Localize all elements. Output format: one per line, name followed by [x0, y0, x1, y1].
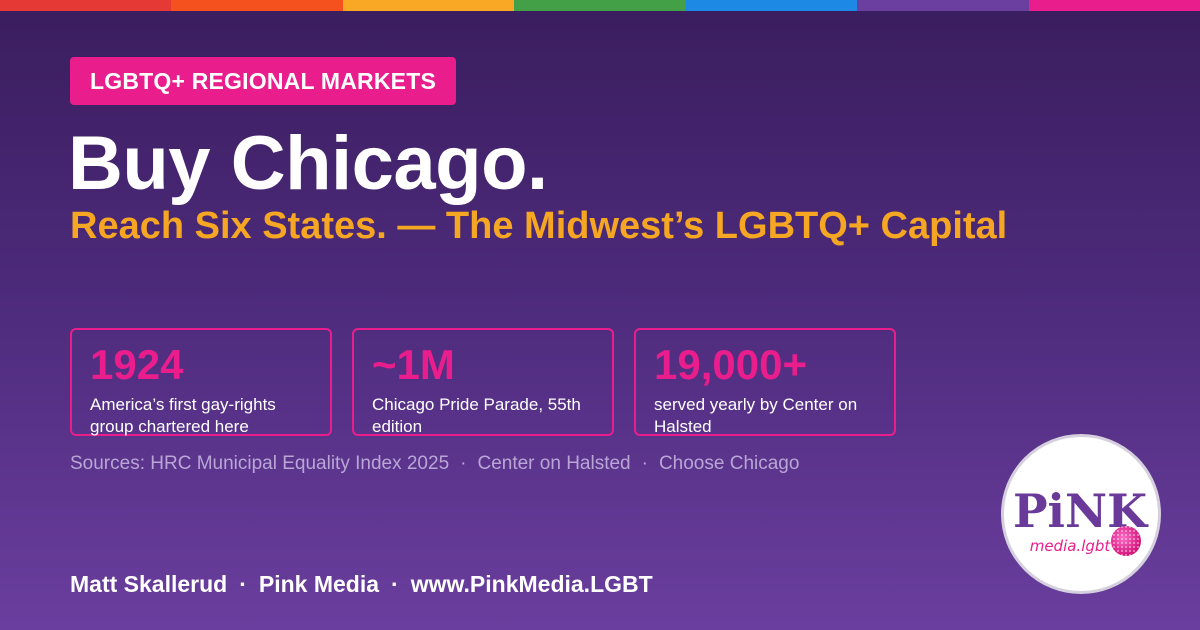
sources-line: Sources: HRC Municipal Equality Index 20…	[70, 452, 799, 476]
source-item: Choose Chicago	[658, 453, 800, 474]
stat-card: 19,000+ served yearly by Center on Halst…	[634, 328, 896, 436]
rainbow-segment-red	[0, 0, 172, 11]
disco-ball-sparkle	[1111, 526, 1141, 556]
stat-description: America’s first gay-rights group charter…	[90, 395, 276, 436]
stat-value: 1924	[90, 341, 184, 388]
stat-value: 19,000+	[654, 341, 807, 388]
separator-dot: ·	[239, 571, 247, 597]
separator-dot: ·	[460, 453, 467, 474]
logo-mark: PiNK media.lgbt	[1013, 484, 1149, 556]
source-item: Center on Halsted	[477, 453, 631, 474]
rainbow-segment-yellow	[342, 0, 515, 11]
rainbow-segment-green	[514, 0, 686, 11]
company-name: Pink Media	[258, 571, 380, 597]
stat-description: Chicago Pride Parade, 55th edition	[372, 395, 581, 436]
stat-card: 1924 America’s first gay-rights group ch…	[70, 328, 332, 436]
stat-card: ~1M Chicago Pride Parade, 55th edition	[352, 328, 614, 436]
separator-dot: ·	[391, 571, 399, 597]
logo-wordmark-bottom: media.lgbt	[1030, 537, 1112, 555]
stat-description: served yearly by Center on Halsted	[654, 395, 858, 436]
separator-dot: ·	[641, 453, 648, 474]
stats-row: 1924 America’s first gay-rights group ch…	[70, 328, 896, 436]
pink-media-logo: PiNK media.lgbt	[1001, 434, 1161, 594]
source-item: Sources: HRC Municipal Equality Index 20…	[70, 453, 450, 474]
stat-value: ~1M	[372, 341, 455, 388]
rainbow-segment-orange	[171, 0, 343, 11]
page-subtitle: Reach Six States. — The Midwest’s LGBTQ+…	[70, 205, 1008, 247]
category-tag: LGBTQ+ REGIONAL MARKETS	[70, 57, 456, 105]
rainbow-segment-purple	[857, 0, 1029, 11]
rainbow-segment-blue	[685, 0, 858, 11]
website-link[interactable]: www.PinkMedia.LGBT	[410, 571, 653, 597]
page-title: Buy Chicago.	[68, 121, 548, 206]
rainbow-segment-pink	[1028, 0, 1200, 11]
footer-credits: Matt Skallerud · Pink Media · www.PinkMedia.…	[70, 569, 653, 599]
author-name: Matt Skallerud	[70, 571, 228, 597]
rainbow-stripe	[0, 0, 1200, 11]
